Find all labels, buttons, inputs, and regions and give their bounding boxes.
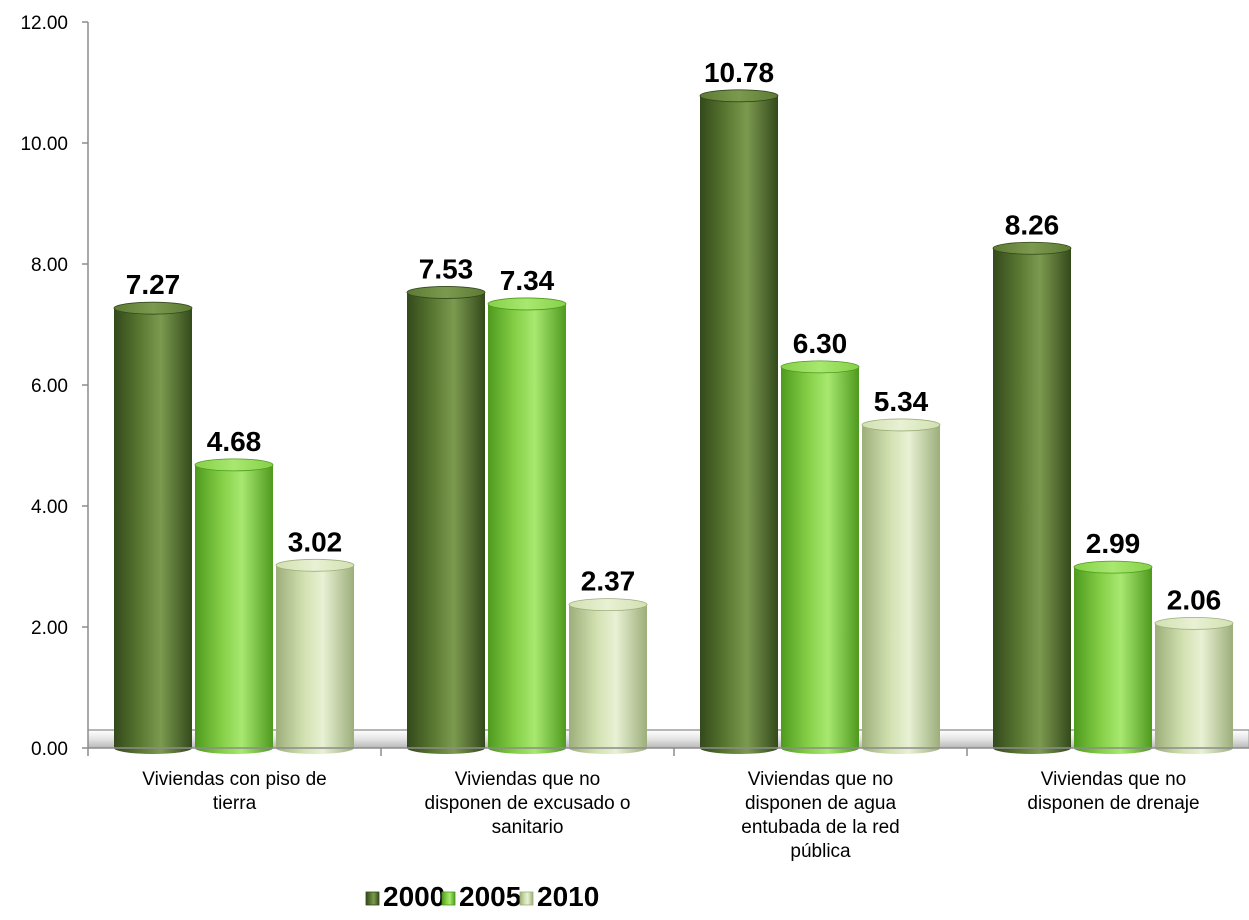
legend-label-2005: 2005: [459, 881, 521, 912]
y-tick-label: 6.00: [31, 376, 68, 397]
bar-top: [1073, 560, 1153, 574]
y-tick-label: 10.00: [20, 134, 68, 155]
bar-body: [195, 464, 273, 754]
bar-body: [781, 366, 859, 754]
bar-body: [993, 248, 1071, 754]
y-tick-label: 4.00: [31, 497, 68, 518]
bar-top: [113, 301, 193, 315]
bar-body: [488, 303, 566, 754]
bar-body: [407, 292, 485, 754]
bar-top: [194, 458, 274, 472]
legend-swatch-2005: [441, 891, 456, 906]
y-tick-label: 12.00: [20, 13, 68, 34]
bar: [487, 297, 567, 754]
bar-body: [276, 565, 354, 754]
bar-body: [1155, 623, 1233, 754]
bar: [1073, 560, 1153, 754]
legend: 2000 2005 2010: [365, 881, 599, 912]
data-label: 4.68: [207, 426, 262, 457]
category-label: Viviendas con piso de tierra: [142, 769, 327, 814]
bar: [275, 558, 355, 754]
category-label: Viviendas que no disponen de drenaje: [1027, 769, 1199, 814]
legend-label-2000: 2000: [383, 881, 445, 912]
y-tick-label: 2.00: [31, 618, 68, 639]
bar-body: [862, 424, 940, 754]
bar: [992, 241, 1072, 754]
bar-body: [1074, 567, 1152, 754]
bar: [406, 286, 486, 754]
category-label: Viviendas que no disponen de agua entubada…: [741, 769, 899, 862]
bar: [699, 89, 779, 754]
legend-swatch-2000: [365, 891, 380, 906]
data-label: 8.26: [1005, 209, 1060, 240]
bar-top: [780, 360, 860, 374]
bar-body: [700, 95, 778, 754]
bar: [194, 458, 274, 754]
y-tick-label: 0.00: [31, 739, 68, 760]
bar: [861, 418, 941, 754]
data-label: 10.78: [704, 57, 774, 88]
bar-top: [699, 89, 779, 103]
data-label: 3.02: [288, 526, 343, 557]
data-label: 2.99: [1086, 528, 1141, 559]
bar-top: [861, 418, 941, 432]
bar-body: [114, 308, 192, 754]
category-label: Viviendas que no disponen de excusado o sa…: [425, 769, 631, 838]
bar: [1154, 616, 1234, 754]
bar-body: [569, 604, 647, 754]
y-axis: 0.00 2.00 4.00 6.00 8.00 10.00 12.00: [20, 13, 89, 760]
legend-label-2010: 2010: [537, 881, 599, 912]
bar-top: [992, 241, 1072, 255]
data-label: 2.37: [581, 566, 636, 597]
data-label: 6.30: [793, 328, 848, 359]
bar-top: [275, 558, 355, 572]
bar-top: [487, 297, 567, 311]
y-tick-label: 8.00: [31, 255, 68, 276]
bar: [568, 598, 648, 754]
bar-top: [1154, 616, 1234, 630]
bar-top: [406, 286, 486, 299]
bar: [113, 301, 193, 754]
bar-top: [568, 598, 648, 612]
bar: [780, 360, 860, 754]
data-label: 5.34: [874, 386, 929, 417]
data-label: 7.53: [419, 253, 474, 284]
data-label: 2.06: [1167, 584, 1222, 615]
data-label: 7.27: [126, 269, 181, 300]
data-label: 7.34: [500, 265, 555, 296]
bars-group: 7.27 4.68 3.02 7.53 7.34 2.37 10.78 6.30 5.34 8.2…: [113, 57, 1234, 754]
x-axis: Viviendas con piso de tierra Viviendas que…: [87, 747, 1249, 862]
legend-swatch-2010: [519, 891, 534, 906]
